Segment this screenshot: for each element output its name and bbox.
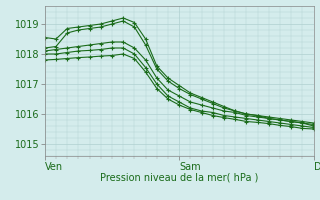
X-axis label: Pression niveau de la mer( hPa ): Pression niveau de la mer( hPa ) (100, 173, 258, 183)
